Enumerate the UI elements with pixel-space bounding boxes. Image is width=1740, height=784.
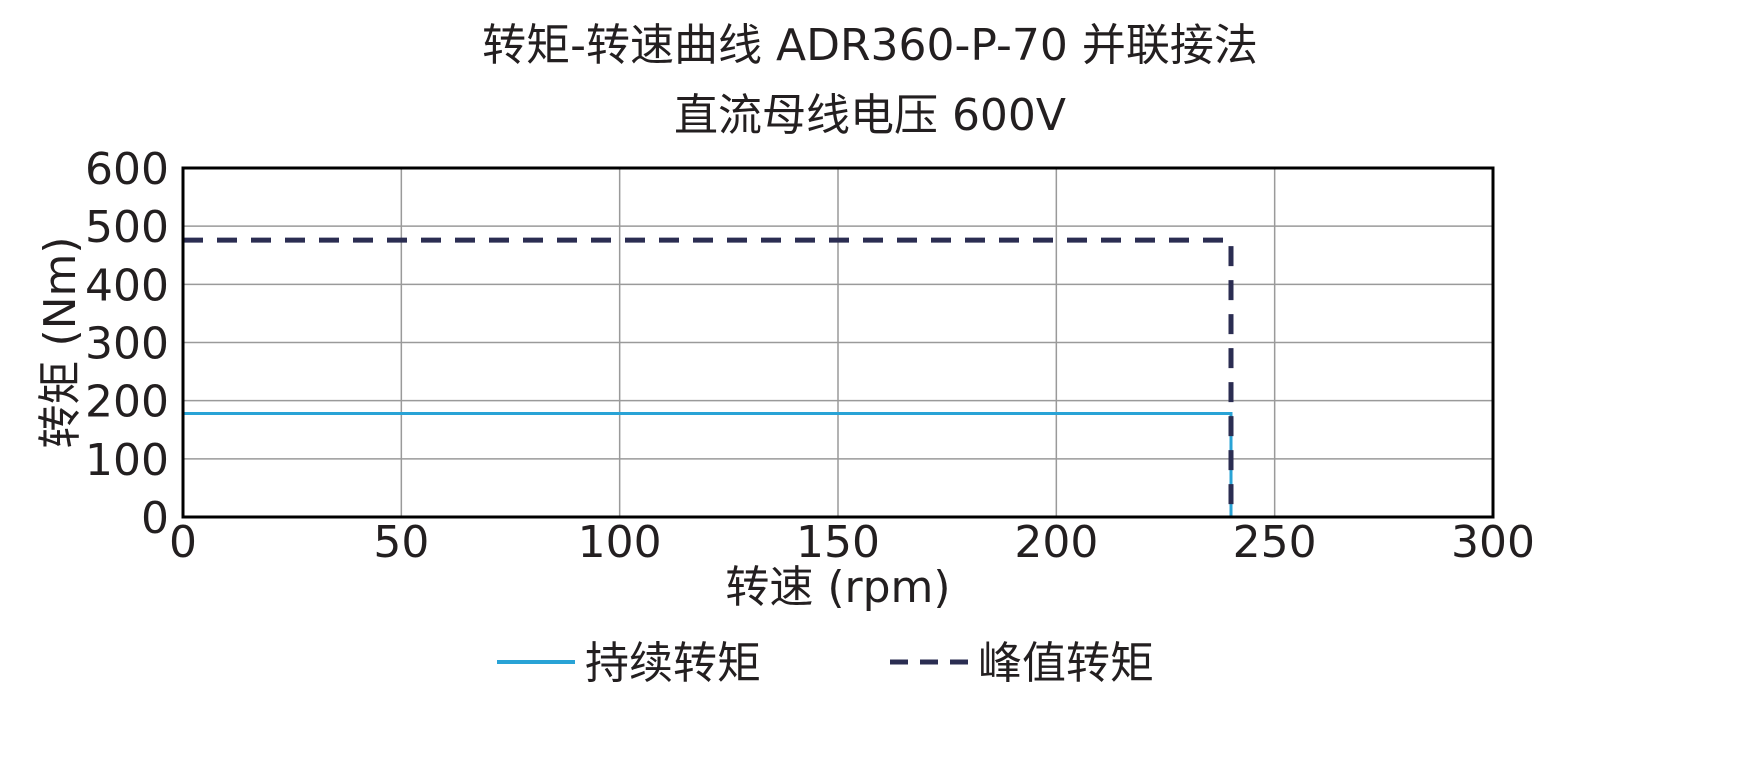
x-tick-label: 300 xyxy=(1451,517,1535,568)
y-tick-label: 400 xyxy=(85,260,169,311)
y-tick-label: 0 xyxy=(141,493,169,544)
legend-label-2: 峰值转矩 xyxy=(978,638,1154,689)
series-lines xyxy=(183,237,1234,517)
grid-lines xyxy=(182,167,1494,518)
y-axis-label: 转矩 (Nm) xyxy=(35,236,86,448)
plot-frame xyxy=(181,166,1495,519)
legend-label-1: 持续转矩 xyxy=(585,638,761,689)
y-tick-label: 200 xyxy=(85,377,169,428)
x-axis-label: 转速 (rpm) xyxy=(725,562,950,613)
x-tick-labels: 0 50 100 150 200 250 300 xyxy=(169,517,1535,568)
series-line-2 xyxy=(183,237,1234,517)
y-tick-label: 600 xyxy=(85,144,169,195)
chart-title: 转矩-转速曲线 ADR360-P-70 并联接法 xyxy=(482,20,1258,71)
x-tick-label: 0 xyxy=(169,517,197,568)
y-tick-label: 100 xyxy=(85,435,169,486)
y-tick-label: 300 xyxy=(85,319,169,370)
series-line-1 xyxy=(183,411,1233,517)
x-tick-label: 100 xyxy=(578,517,662,568)
x-tick-label: 50 xyxy=(373,517,429,568)
x-tick-label: 250 xyxy=(1233,517,1317,568)
x-tick-label: 200 xyxy=(1014,517,1098,568)
x-tick-label: 150 xyxy=(796,517,880,568)
legend: 持续转矩 峰值转矩 xyxy=(497,638,1154,689)
chart-subtitle: 直流母线电压 600V xyxy=(673,90,1067,141)
y-tick-label: 500 xyxy=(85,202,169,253)
y-tick-labels: 0 100 200 300 400 500 600 xyxy=(85,144,169,544)
